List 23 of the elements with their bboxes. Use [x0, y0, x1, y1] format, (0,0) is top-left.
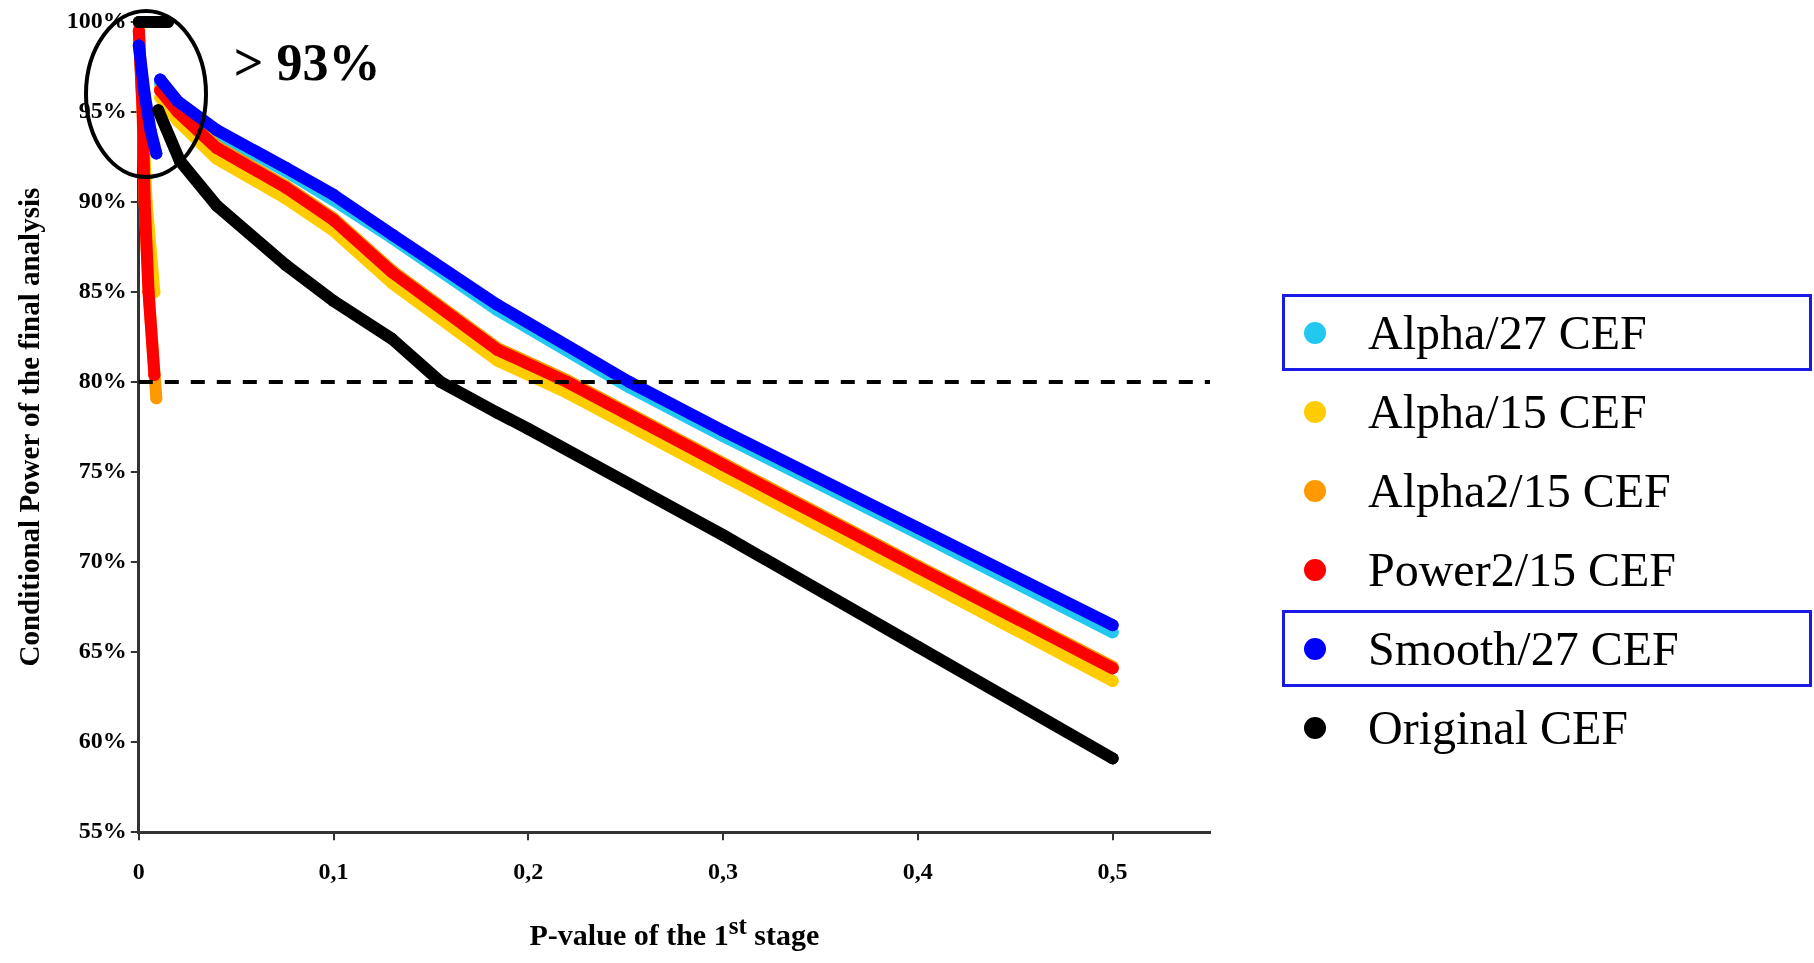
x-tick-label: 0,1 — [318, 857, 349, 884]
legend-label: Alpha/27 CEF — [1368, 305, 1647, 360]
y-tick-label: 70% — [78, 547, 127, 574]
x-tick-label: 0,5 — [1097, 857, 1128, 884]
x-tick-label: 0 — [132, 857, 145, 884]
legend-label: Alpha/15 CEF — [1368, 384, 1647, 439]
y-tick-label: 65% — [78, 637, 127, 664]
y-tick-label: 85% — [78, 277, 127, 304]
legend-label: Alpha2/15 CEF — [1368, 463, 1671, 518]
x-axis-title: P-value of the 1$^{st}$ stage — [529, 912, 820, 952]
legend-label: Power2/15 CEF — [1368, 542, 1677, 597]
y-tick-label: 75% — [78, 457, 127, 484]
legend-label: Original CEF — [1368, 700, 1628, 755]
annotation: > 93% — [233, 34, 381, 92]
y-axis-title: Conditional Power of the final analysis — [12, 187, 45, 667]
x-tick-label: 0,2 — [513, 857, 544, 884]
y-tick-label: 90% — [78, 187, 127, 214]
legend-label: Smooth/27 CEF — [1368, 621, 1679, 676]
y-tick-label: 55% — [78, 817, 127, 844]
y-tick-label: 60% — [78, 727, 127, 754]
x-tick-label: 0,4 — [902, 857, 933, 884]
x-tick-label: 0,3 — [708, 857, 739, 884]
y-tick-label: 80% — [78, 367, 127, 394]
